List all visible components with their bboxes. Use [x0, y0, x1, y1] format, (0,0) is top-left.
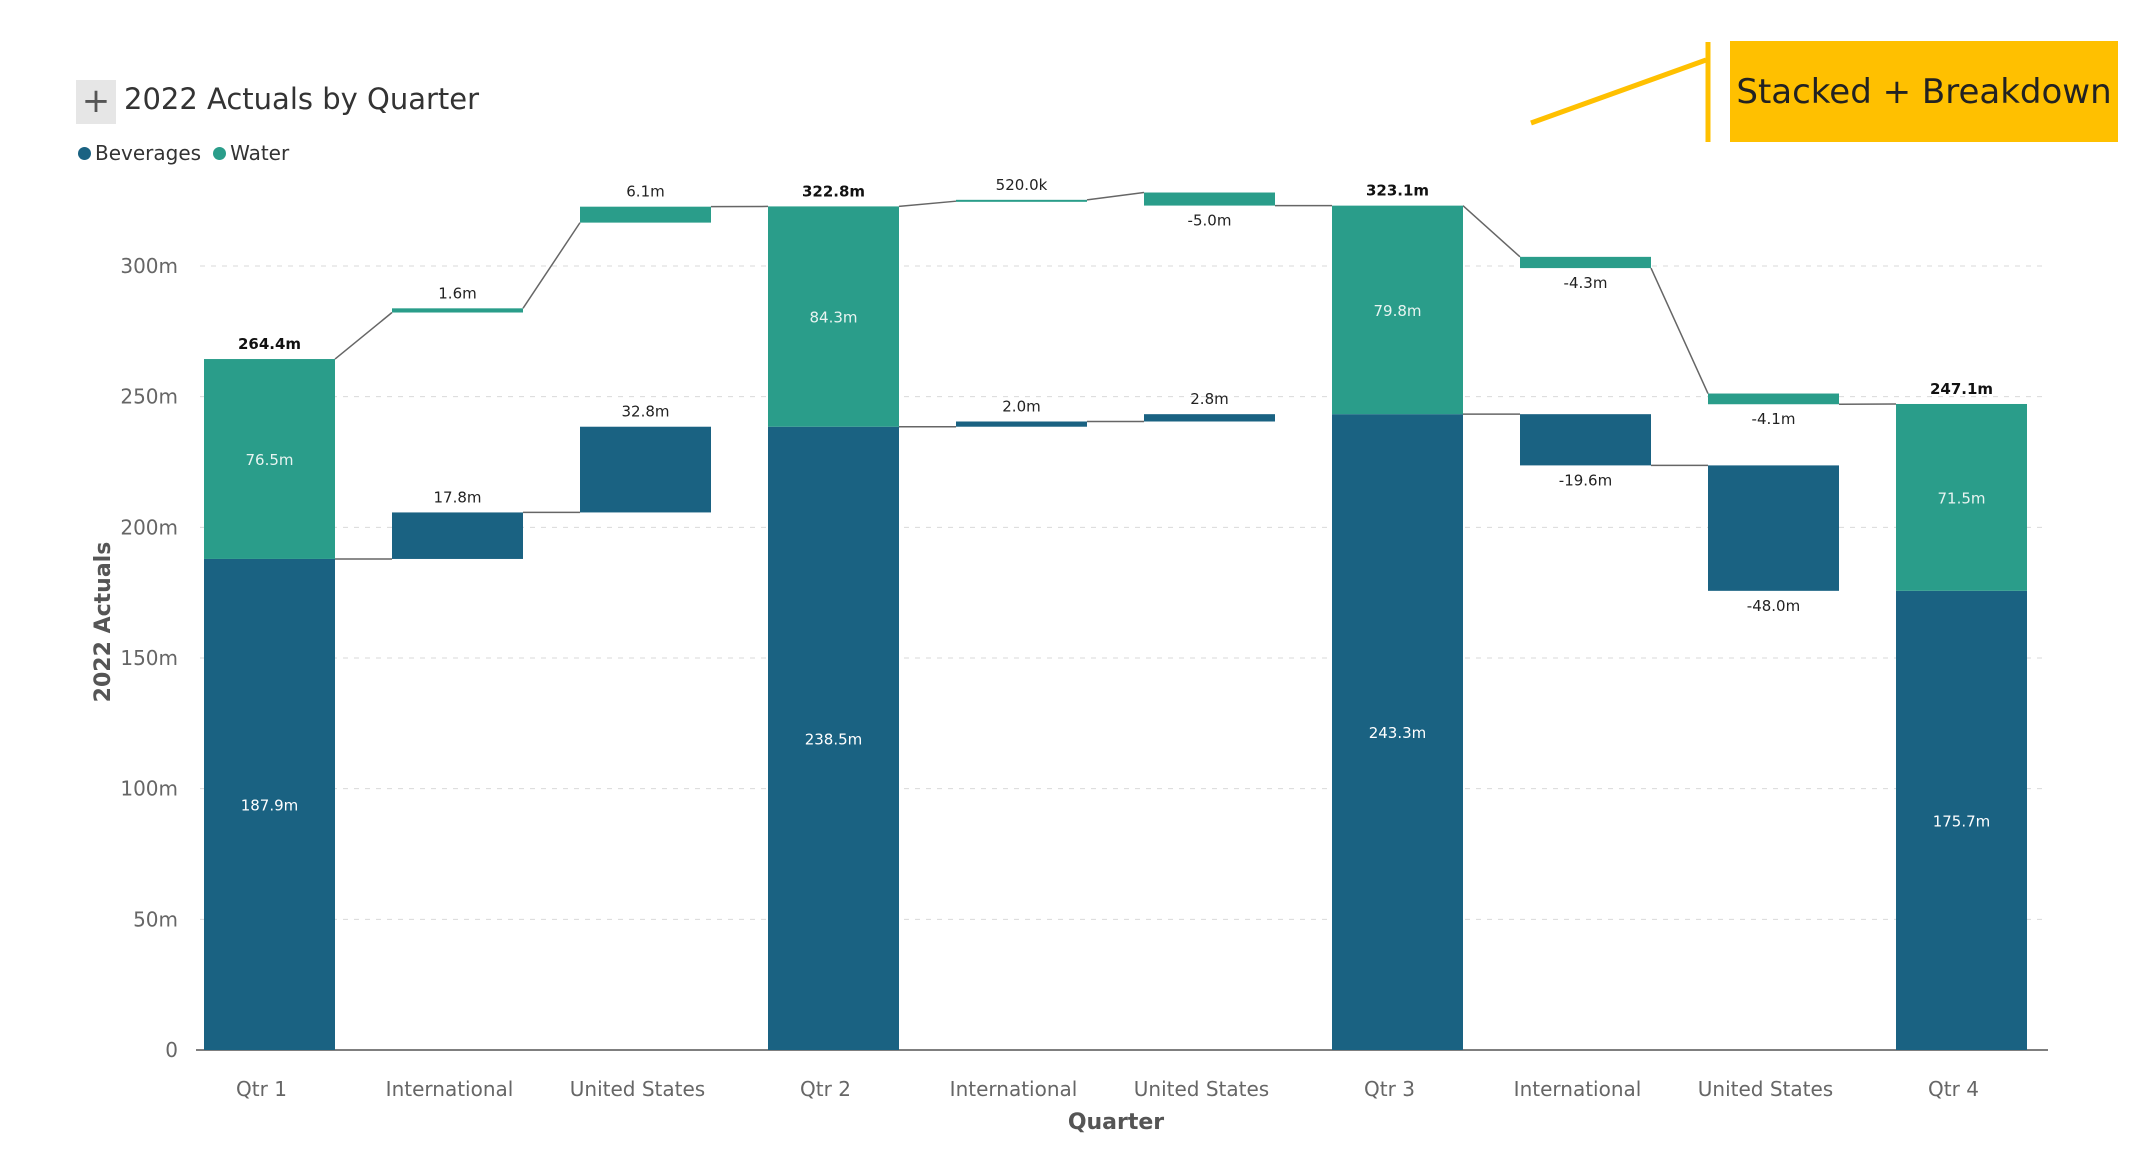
- x-tick-label: Qtr 2: [800, 1077, 851, 1101]
- legend-marker-beverages: [78, 146, 91, 160]
- data-label-water: 520.0k: [996, 176, 1048, 194]
- legend-marker-water: [213, 146, 227, 160]
- data-label-beverages: 238.5m: [805, 730, 863, 748]
- x-tick-label: Qtr 4: [1928, 1077, 1979, 1101]
- bar-water: [1708, 393, 1839, 405]
- y-axis-title: 2022 Actuals: [91, 542, 116, 703]
- data-label-beverages: 175.7m: [1933, 812, 1991, 830]
- y-tick-label: 250m: [120, 385, 178, 409]
- legend-item-water[interactable]: Water: [213, 141, 289, 165]
- bar-water: [1332, 205, 1463, 415]
- legend: Beverages Water: [78, 141, 301, 165]
- total-label: 323.1m: [1366, 182, 1429, 200]
- total-label: 264.4m: [238, 335, 301, 353]
- data-label-beverages: 17.8m: [433, 488, 481, 506]
- data-label-water: -5.0m: [1188, 212, 1232, 230]
- total-label: 322.8m: [802, 182, 865, 200]
- total-label: 247.1m: [1930, 380, 1993, 398]
- x-tick-label: International: [386, 1077, 514, 1101]
- bar-water: [204, 359, 335, 559]
- bar-water: [392, 308, 523, 313]
- bar-beverages: [1520, 414, 1651, 466]
- data-label-water: -4.1m: [1752, 410, 1796, 428]
- x-tick-label: Qtr 1: [236, 1077, 287, 1101]
- data-label-water: 84.3m: [809, 309, 857, 327]
- data-label-beverages: 32.8m: [621, 403, 669, 421]
- bar-beverages: [204, 558, 335, 1050]
- bar-beverages: [1708, 465, 1839, 591]
- y-tick-label: 150m: [120, 646, 178, 670]
- bar-water: [1520, 256, 1651, 269]
- connector-line: [522, 222, 581, 309]
- data-label-water: 6.1m: [626, 183, 664, 201]
- x-tick-label: United States: [1698, 1077, 1833, 1101]
- bar-beverages: [392, 512, 523, 559]
- x-tick-label: International: [1514, 1077, 1642, 1101]
- connector-line: [1086, 191, 1145, 201]
- data-label-water: -4.3m: [1564, 274, 1608, 292]
- bar-beverages: [1144, 414, 1275, 422]
- x-axis-title: Quarter: [1068, 1110, 1164, 1135]
- bar-beverages: [1896, 590, 2027, 1050]
- data-label-beverages: -19.6m: [1559, 471, 1612, 489]
- bar-beverages: [956, 421, 1087, 427]
- y-tick-label: 100m: [120, 777, 178, 801]
- connector-line: [334, 311, 393, 360]
- y-tick-label: 300m: [120, 254, 178, 278]
- x-tick-label: International: [950, 1077, 1078, 1101]
- bar-water: [1144, 192, 1275, 206]
- bar-water: [956, 199, 1087, 202]
- chart-title: 2022 Actuals by Quarter: [124, 82, 480, 116]
- data-label-water: 71.5m: [1937, 489, 1985, 507]
- y-tick-label: 0: [165, 1038, 178, 1062]
- bar-water: [580, 206, 711, 223]
- data-label-beverages: 2.8m: [1190, 390, 1228, 408]
- data-label-beverages: 2.0m: [1002, 397, 1040, 415]
- bar-beverages: [1332, 414, 1463, 1050]
- bar-water: [1896, 403, 2027, 591]
- annotation-badge: Stacked + Breakdown: [1730, 41, 2118, 142]
- x-tick-label: United States: [1134, 1077, 1269, 1101]
- y-tick-label: 200m: [120, 515, 178, 539]
- data-label-water: 1.6m: [438, 284, 476, 302]
- data-label-beverages: -48.0m: [1747, 597, 1800, 615]
- data-label-water: 79.8m: [1373, 302, 1421, 320]
- legend-label-water: Water: [230, 141, 290, 165]
- plus-icon: +: [81, 81, 111, 121]
- expand-button[interactable]: +: [76, 80, 116, 124]
- data-label-water: 76.5m: [245, 451, 293, 469]
- data-label-beverages: 187.9m: [241, 796, 299, 814]
- connector-line: [898, 200, 957, 208]
- x-tick-label: Qtr 3: [1364, 1077, 1415, 1101]
- data-label-beverages: 243.3m: [1369, 724, 1427, 742]
- annotation-pointer: [1530, 57, 1707, 126]
- bar-water: [768, 206, 899, 427]
- bar-beverages: [768, 426, 899, 1051]
- x-tick-label: United States: [570, 1077, 705, 1101]
- connector-line: [1462, 205, 1521, 258]
- y-tick-label: 50m: [133, 907, 178, 931]
- bar-beverages: [580, 426, 711, 513]
- legend-label-beverages: Beverages: [95, 141, 202, 165]
- legend-item-beverages[interactable]: Beverages: [78, 141, 201, 165]
- connector-line: [1650, 267, 1709, 394]
